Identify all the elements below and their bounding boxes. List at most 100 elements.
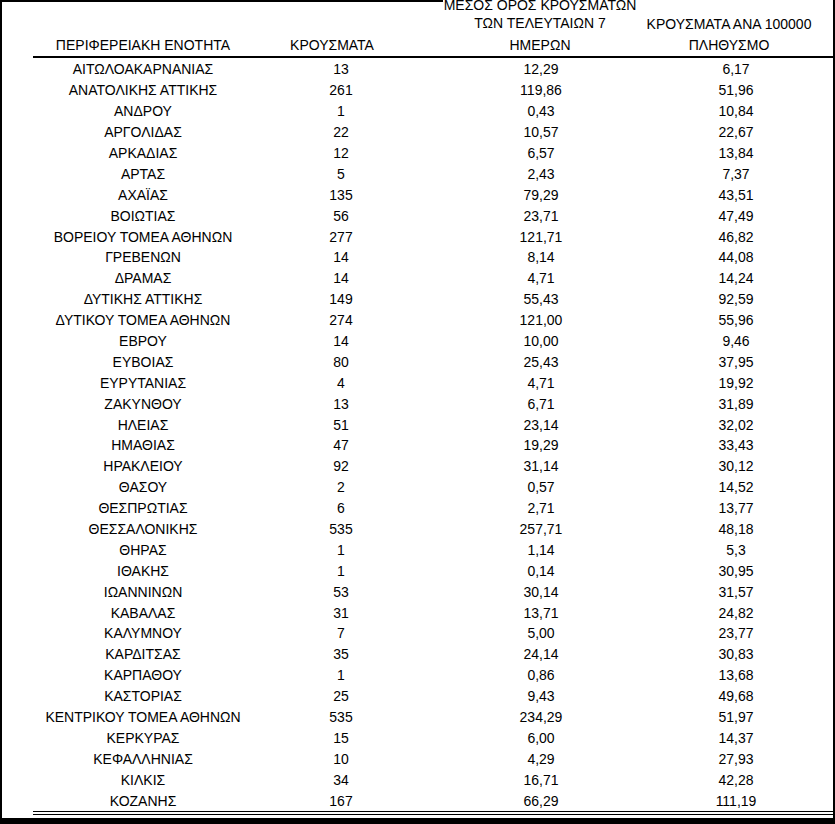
cases-cell: 51 — [286, 417, 396, 433]
cases-cell: 10 — [286, 751, 396, 767]
per100k-cell: 51,96 — [686, 82, 786, 98]
region-cell: ΙΩΑΝΝΙΝΩΝ — [0, 584, 286, 600]
cases-cell: 14 — [286, 249, 396, 265]
avg7days-cell: 4,29 — [396, 751, 686, 767]
table-row: ΘΑΣΟΥ20,5714,52 — [0, 477, 835, 498]
table-body: ΑΙΤΩΛΟΑΚΑΡΝΑΝΙΑΣ1312,296,17ΑΝΑΤΟΛΙΚΗΣ ΑΤ… — [0, 59, 835, 811]
cases-cell: 2 — [286, 479, 396, 495]
table-row: ΕΒΡΟΥ1410,009,46 — [0, 331, 835, 352]
table-row: ΚΑΒΑΛΑΣ3113,7124,82 — [0, 602, 835, 623]
per100k-cell: 13,77 — [686, 500, 786, 516]
table-row: ΚΑΣΤΟΡΙΑΣ259,4349,68 — [0, 686, 835, 707]
cases-cell: 22 — [286, 124, 396, 140]
table-row: ΚΕΝΤΡΙΚΟΥ ΤΟΜΕΑ ΑΘΗΝΩΝ535234,2951,97 — [0, 707, 835, 728]
cases-cell: 12 — [286, 145, 396, 161]
cases-cell: 149 — [286, 291, 396, 307]
cases-cell: 25 — [286, 688, 396, 704]
table-row: ΑΡΚΑΔΙΑΣ126,5713,84 — [0, 143, 835, 164]
per100k-cell: 7,37 — [686, 166, 786, 182]
region-cell: ΕΒΡΟΥ — [0, 333, 286, 349]
region-cell: ΑΡΤΑΣ — [0, 166, 286, 182]
cases-cell: 7 — [286, 625, 396, 641]
column-header-per100k-line2: ΠΛΗΘΥΣΜΟ — [689, 38, 770, 53]
table-row: ΘΗΡΑΣ11,145,3 — [0, 539, 835, 560]
cases-cell: 6 — [286, 500, 396, 516]
table-row: ΗΛΕΙΑΣ5123,1432,02 — [0, 414, 835, 435]
region-cell: ΚΙΛΚΙΣ — [0, 772, 286, 788]
table-row: ΘΕΣΣΑΛΟΝΙΚΗΣ535257,7148,18 — [0, 519, 835, 540]
region-cell: ΚΑΒΑΛΑΣ — [0, 605, 286, 621]
avg7days-cell: 2,43 — [396, 166, 686, 182]
cases-cell: 274 — [286, 312, 396, 328]
column-header-cases: ΚΡΟΥΣΜΑΤΑ — [290, 38, 374, 53]
region-cell: ΔΥΤΙΚΟΥ ΤΟΜΕΑ ΑΘΗΝΩΝ — [0, 312, 286, 328]
table-row: ΑΙΤΩΛΟΑΚΑΡΝΑΝΙΑΣ1312,296,17 — [0, 59, 835, 80]
avg7days-cell: 5,00 — [396, 625, 686, 641]
table-row: ΔΥΤΙΚΟΥ ΤΟΜΕΑ ΑΘΗΝΩΝ274121,0055,96 — [0, 310, 835, 331]
region-cell: ΘΕΣΠΡΩΤΙΑΣ — [0, 500, 286, 516]
table-row: ΑΡΤΑΣ52,437,37 — [0, 163, 835, 184]
avg7days-cell: 121,71 — [396, 229, 686, 245]
per100k-cell: 30,95 — [686, 563, 786, 579]
table-row: ΓΡΕΒΕΝΩΝ148,1444,08 — [0, 247, 835, 268]
avg7days-cell: 9,43 — [396, 688, 686, 704]
per100k-cell: 10,84 — [686, 103, 786, 119]
avg7days-cell: 10,00 — [396, 333, 686, 349]
avg7days-cell: 30,14 — [396, 584, 686, 600]
table-row: ΚΕΦΑΛΛΗΝΙΑΣ104,2927,93 — [0, 748, 835, 769]
region-cell: ΚΕΝΤΡΙΚΟΥ ΤΟΜΕΑ ΑΘΗΝΩΝ — [0, 709, 286, 725]
column-header-avg7-line3: ΗΜΕΡΩΝ — [509, 38, 570, 53]
region-cell: ΑΧΑΪΑΣ — [0, 187, 286, 203]
region-cell: ΒΟΙΩΤΙΑΣ — [0, 208, 286, 224]
region-cell: ΔΡΑΜΑΣ — [0, 270, 286, 286]
avg7days-cell: 6,71 — [396, 396, 686, 412]
table-row: ΗΜΑΘΙΑΣ4719,2933,43 — [0, 435, 835, 456]
per100k-cell: 24,82 — [686, 605, 786, 621]
table-row: ΕΥΡΥΤΑΝΙΑΣ44,7119,92 — [0, 372, 835, 393]
table-row: ΔΡΑΜΑΣ144,7114,24 — [0, 268, 835, 289]
table-row: ΕΥΒΟΙΑΣ8025,4337,95 — [0, 351, 835, 372]
per100k-cell: 27,93 — [686, 751, 786, 767]
table-row: ΑΝΑΤΟΛΙΚΗΣ ΑΤΤΙΚΗΣ261119,8651,96 — [0, 80, 835, 101]
per100k-cell: 48,18 — [686, 521, 786, 537]
avg7days-cell: 66,29 — [396, 793, 686, 809]
region-cell: ΗΜΑΘΙΑΣ — [0, 437, 286, 453]
region-cell: ΓΡΕΒΕΝΩΝ — [0, 249, 286, 265]
region-cell: ΗΡΑΚΛΕΙΟΥ — [0, 458, 286, 474]
avg7days-cell: 0,86 — [396, 667, 686, 683]
per100k-cell: 5,3 — [686, 542, 786, 558]
per100k-cell: 111,19 — [686, 793, 786, 809]
cases-cell: 15 — [286, 730, 396, 746]
region-cell: ΗΛΕΙΑΣ — [0, 417, 286, 433]
avg7days-cell: 6,00 — [396, 730, 686, 746]
avg7days-cell: 234,29 — [396, 709, 686, 725]
region-cell: ΔΥΤΙΚΗΣ ΑΤΤΙΚΗΣ — [0, 291, 286, 307]
region-cell: ΚΟΖΑΝΗΣ — [0, 793, 286, 809]
table-row: ΚΑΡΔΙΤΣΑΣ3524,1430,83 — [0, 644, 835, 665]
column-header-region: ΠΕΡΙΦΕΡΕΙΑΚΗ ΕΝΟΤΗΤΑ — [56, 38, 230, 53]
cases-cell: 1 — [286, 103, 396, 119]
avg7days-cell: 55,43 — [396, 291, 686, 307]
per100k-cell: 44,08 — [686, 249, 786, 265]
avg7days-cell: 0,43 — [396, 103, 686, 119]
cases-cell: 92 — [286, 458, 396, 474]
per100k-cell: 37,95 — [686, 354, 786, 370]
table-row: ΙΘΑΚΗΣ10,1430,95 — [0, 560, 835, 581]
table-row: ΔΥΤΙΚΗΣ ΑΤΤΙΚΗΣ14955,4392,59 — [0, 289, 835, 310]
column-header-per100k-line1: ΚΡΟΥΣΜΑΤΑ ΑΝΑ 100000 — [647, 17, 812, 32]
per100k-cell: 14,24 — [686, 270, 786, 286]
cases-cell: 31 — [286, 605, 396, 621]
avg7days-cell: 0,14 — [396, 563, 686, 579]
cases-cell: 14 — [286, 333, 396, 349]
region-cell: ΚΕΡΚΥΡΑΣ — [0, 730, 286, 746]
per100k-cell: 42,28 — [686, 772, 786, 788]
avg7days-cell: 1,14 — [396, 542, 686, 558]
per100k-cell: 6,17 — [686, 61, 786, 77]
per100k-cell: 49,68 — [686, 688, 786, 704]
avg7days-cell: 31,14 — [396, 458, 686, 474]
cases-cell: 5 — [286, 166, 396, 182]
region-cell: ΚΑΛΥΜΝΟΥ — [0, 625, 286, 641]
table-row: ΙΩΑΝΝΙΝΩΝ5330,1431,57 — [0, 581, 835, 602]
column-header-avg7-line2: ΤΩΝ ΤΕΛΕΥΤΑΙΩΝ 7 — [474, 16, 605, 31]
avg7days-cell: 24,14 — [396, 646, 686, 662]
